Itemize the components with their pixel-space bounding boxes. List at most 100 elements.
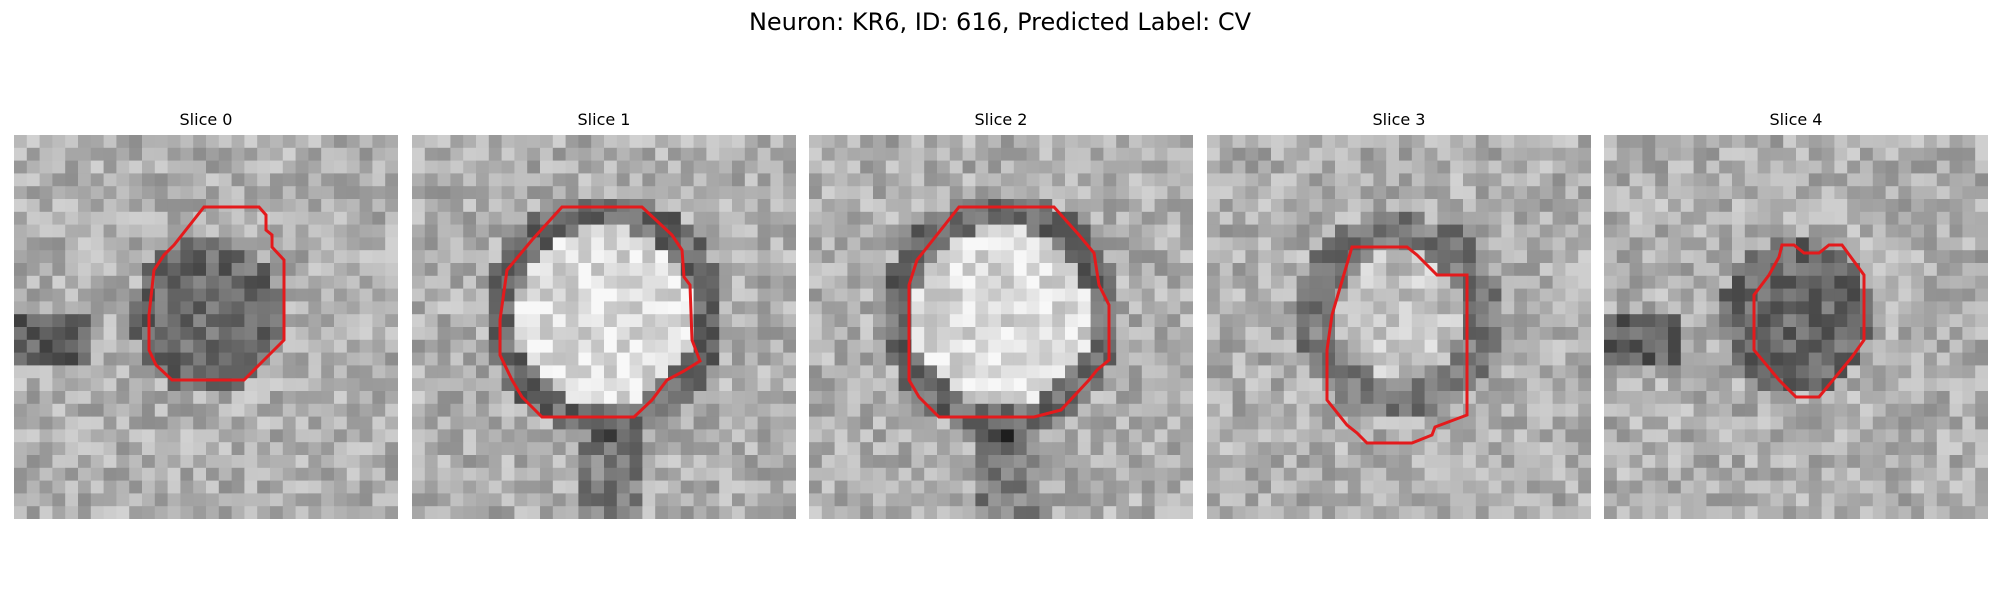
image-pixel bbox=[962, 224, 976, 238]
image-pixel bbox=[1258, 288, 1272, 302]
image-pixel bbox=[295, 339, 309, 353]
image-pixel bbox=[39, 211, 53, 225]
image-pixel bbox=[193, 339, 207, 353]
image-pixel bbox=[346, 250, 360, 264]
image-pixel bbox=[193, 455, 207, 469]
image-pixel bbox=[1065, 352, 1079, 366]
image-pixel bbox=[167, 147, 181, 161]
image-pixel bbox=[834, 429, 848, 443]
image-pixel bbox=[757, 135, 771, 149]
image-pixel bbox=[218, 480, 232, 494]
image-pixel bbox=[680, 199, 694, 213]
image-pixel bbox=[1271, 416, 1285, 430]
image-pixel bbox=[1693, 211, 1707, 225]
image-pixel bbox=[1719, 365, 1733, 379]
image-pixel bbox=[860, 480, 874, 494]
image-pixel bbox=[1360, 135, 1374, 149]
image-pixel bbox=[514, 365, 528, 379]
image-pixel bbox=[1373, 455, 1387, 469]
image-pixel bbox=[1245, 391, 1259, 405]
image-pixel bbox=[488, 416, 502, 430]
image-pixel bbox=[680, 391, 694, 405]
image-pixel bbox=[1527, 365, 1541, 379]
image-pixel bbox=[476, 275, 490, 289]
image-pixel bbox=[103, 237, 117, 251]
image-pixel bbox=[1424, 352, 1438, 366]
image-pixel bbox=[1578, 429, 1591, 443]
image-pixel bbox=[540, 416, 554, 430]
image-pixel bbox=[1450, 186, 1464, 200]
image-pixel bbox=[1052, 378, 1066, 392]
image-pixel bbox=[1680, 327, 1694, 341]
image-pixel bbox=[1450, 467, 1464, 481]
image-pixel bbox=[949, 186, 963, 200]
image-pixel bbox=[1463, 391, 1477, 405]
image-pixel bbox=[52, 327, 66, 341]
image-pixel bbox=[1103, 480, 1117, 494]
image-pixel bbox=[591, 160, 605, 174]
image-pixel bbox=[1539, 493, 1553, 507]
image-pixel bbox=[1116, 442, 1130, 456]
image-pixel bbox=[1141, 173, 1155, 187]
image-pixel bbox=[116, 250, 130, 264]
image-pixel bbox=[514, 263, 528, 277]
image-pixel bbox=[488, 429, 502, 443]
image-pixel bbox=[834, 275, 848, 289]
image-pixel bbox=[783, 403, 796, 417]
image-pixel bbox=[1463, 224, 1477, 238]
image-pixel bbox=[1039, 506, 1053, 519]
image-pixel bbox=[1847, 378, 1861, 392]
image-pixel bbox=[1872, 378, 1886, 392]
image-pixel bbox=[693, 263, 707, 277]
image-pixel bbox=[527, 378, 541, 392]
image-pixel bbox=[1936, 403, 1950, 417]
image-pixel bbox=[65, 147, 79, 161]
image-pixel bbox=[1001, 224, 1015, 238]
image-pixel bbox=[14, 416, 28, 430]
image-pixel bbox=[1834, 467, 1848, 481]
image-pixel bbox=[334, 314, 348, 328]
image-pixel bbox=[1039, 224, 1053, 238]
image-pixel bbox=[1052, 467, 1066, 481]
image-pixel bbox=[167, 480, 181, 494]
image-pixel bbox=[1207, 250, 1221, 264]
image-pixel bbox=[809, 352, 823, 366]
image-pixel bbox=[372, 314, 386, 328]
image-pixel bbox=[1296, 173, 1310, 187]
image-pixel bbox=[1834, 275, 1848, 289]
image-pixel bbox=[847, 275, 861, 289]
image-pixel bbox=[1103, 147, 1117, 161]
image-pixel bbox=[103, 429, 117, 443]
image-pixel bbox=[860, 237, 874, 251]
image-pixel bbox=[847, 314, 861, 328]
image-pixel bbox=[1744, 480, 1758, 494]
image-pixel bbox=[1539, 173, 1553, 187]
image-pixel bbox=[1527, 147, 1541, 161]
image-pixel bbox=[1245, 506, 1259, 519]
image-pixel bbox=[476, 455, 490, 469]
image-pixel bbox=[655, 480, 669, 494]
image-pixel bbox=[1706, 365, 1720, 379]
image-pixel bbox=[744, 352, 758, 366]
image-pixel bbox=[1373, 442, 1387, 456]
image-pixel bbox=[847, 327, 861, 341]
image-pixel bbox=[1642, 378, 1656, 392]
image-pixel bbox=[783, 506, 796, 519]
image-pixel bbox=[1578, 147, 1591, 161]
image-pixel bbox=[52, 339, 66, 353]
image-pixel bbox=[1411, 480, 1425, 494]
image-pixel bbox=[450, 288, 464, 302]
image-pixel bbox=[26, 493, 40, 507]
image-pixel bbox=[873, 339, 887, 353]
image-pixel bbox=[1578, 199, 1591, 213]
image-pixel bbox=[860, 506, 874, 519]
image-pixel bbox=[1565, 199, 1579, 213]
image-pixel bbox=[385, 314, 398, 328]
image-pixel bbox=[450, 403, 464, 417]
image-pixel bbox=[629, 506, 643, 519]
image-pixel bbox=[668, 199, 682, 213]
image-pixel bbox=[1911, 211, 1925, 225]
image-pixel bbox=[1757, 314, 1771, 328]
image-pixel bbox=[488, 480, 502, 494]
image-pixel bbox=[1936, 416, 1950, 430]
